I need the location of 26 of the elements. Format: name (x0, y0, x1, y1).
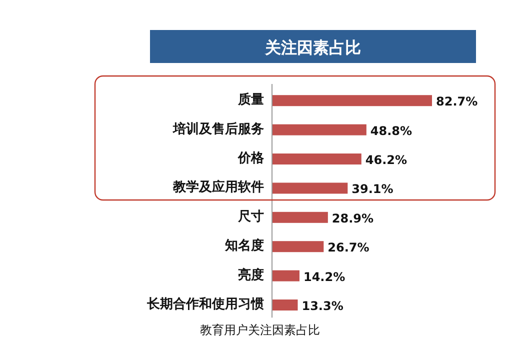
text: 教育用户关注因素占比 (200, 323, 320, 337)
data-label: 26.7% (328, 240, 370, 255)
data-label: 39.1% (352, 182, 394, 196)
bar (272, 154, 362, 164)
chart-title: 关注因素占比 (264, 38, 361, 57)
y-tick-label: 价格 (237, 151, 265, 166)
bar (272, 124, 366, 136)
y-tick-label: 亮度 (237, 266, 264, 283)
bar (272, 182, 348, 194)
data-label: 28.9% (332, 211, 374, 226)
bar (272, 300, 298, 310)
data-label: 82.7% (436, 94, 478, 109)
y-tick-label: 知名度 (224, 238, 264, 254)
bar (272, 95, 432, 106)
y-tick-label: 培训及售后服务 (172, 120, 264, 137)
y-tick-label: 尺寸 (237, 209, 264, 224)
bar (272, 212, 328, 223)
y-tick-label: 教学及应用软件 (172, 179, 264, 196)
bar (272, 241, 324, 252)
data-label: 13.3% (302, 299, 344, 313)
bar (272, 270, 300, 282)
data-label: 14.2% (303, 270, 346, 284)
y-tick-label: 质量 (237, 92, 264, 108)
data-label: 48.8% (370, 124, 412, 138)
data-label: 46.2% (365, 153, 408, 167)
y-tick-label: 长期合作和使用习惯 (146, 296, 264, 312)
